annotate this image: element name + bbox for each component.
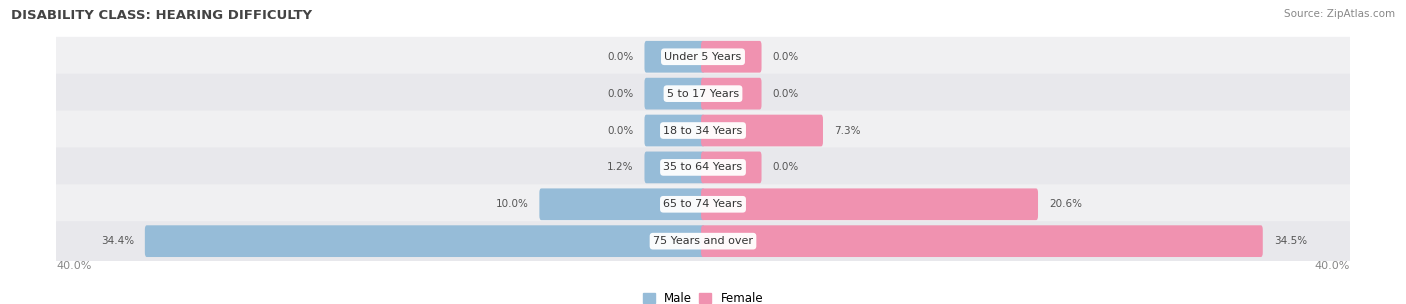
Text: 7.3%: 7.3% [834,126,860,136]
Text: 40.0%: 40.0% [1315,261,1350,271]
Text: 40.0%: 40.0% [56,261,91,271]
Text: 0.0%: 0.0% [772,89,799,98]
FancyBboxPatch shape [644,151,704,183]
Text: 0.0%: 0.0% [772,52,799,62]
Text: 0.0%: 0.0% [607,126,634,136]
Text: 0.0%: 0.0% [772,162,799,172]
Text: Source: ZipAtlas.com: Source: ZipAtlas.com [1284,9,1395,19]
Text: 65 to 74 Years: 65 to 74 Years [664,199,742,209]
Text: 1.2%: 1.2% [607,162,634,172]
Text: 35 to 64 Years: 35 to 64 Years [664,162,742,172]
FancyBboxPatch shape [540,188,704,220]
FancyBboxPatch shape [702,78,762,109]
Text: 20.6%: 20.6% [1049,199,1083,209]
Text: 10.0%: 10.0% [495,199,529,209]
FancyBboxPatch shape [55,221,1351,261]
FancyBboxPatch shape [644,41,704,73]
FancyBboxPatch shape [644,115,704,147]
Text: Under 5 Years: Under 5 Years [665,52,741,62]
Legend: Male, Female: Male, Female [643,292,763,304]
FancyBboxPatch shape [145,225,704,257]
FancyBboxPatch shape [702,151,762,183]
Text: 34.4%: 34.4% [101,236,134,246]
Text: DISABILITY CLASS: HEARING DIFFICULTY: DISABILITY CLASS: HEARING DIFFICULTY [11,9,312,22]
FancyBboxPatch shape [55,74,1351,114]
Text: 5 to 17 Years: 5 to 17 Years [666,89,740,98]
FancyBboxPatch shape [55,147,1351,187]
FancyBboxPatch shape [55,111,1351,150]
FancyBboxPatch shape [702,41,762,73]
FancyBboxPatch shape [702,115,823,147]
FancyBboxPatch shape [55,37,1351,77]
FancyBboxPatch shape [55,184,1351,224]
Text: 34.5%: 34.5% [1274,236,1308,246]
FancyBboxPatch shape [702,188,1038,220]
FancyBboxPatch shape [644,78,704,109]
Text: 75 Years and over: 75 Years and over [652,236,754,246]
Text: 0.0%: 0.0% [607,52,634,62]
FancyBboxPatch shape [702,225,1263,257]
Text: 18 to 34 Years: 18 to 34 Years [664,126,742,136]
Text: 0.0%: 0.0% [607,89,634,98]
